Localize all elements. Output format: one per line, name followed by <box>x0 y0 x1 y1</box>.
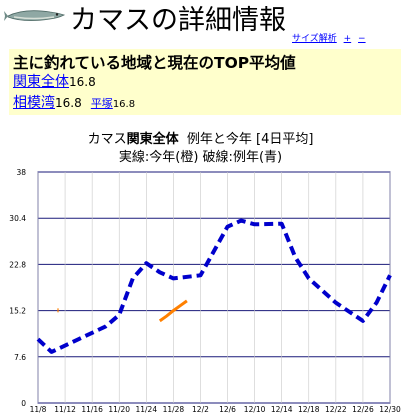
y-tick-label: 22.8 <box>9 260 26 269</box>
x-tick-label: 11/28 <box>163 405 185 414</box>
region-link-kanto[interactable]: 関東全体 <box>13 74 69 90</box>
series-line-normal <box>36 218 392 354</box>
x-tick-label: 11/24 <box>135 405 157 414</box>
zoom-out-link[interactable]: − <box>358 34 366 44</box>
x-tick-label: 12/22 <box>325 405 347 414</box>
x-tick-label: 11/8 <box>30 405 47 414</box>
y-tick-label: 30.4 <box>9 214 26 223</box>
kamasu-fish-icon <box>4 10 66 21</box>
y-tick-label: 0 <box>21 399 26 408</box>
chart-title-region: 関東全体 <box>126 132 179 147</box>
x-tick-label: 11/20 <box>108 405 130 414</box>
chart-title-suffix: 例年と今年 [4日平均] <box>186 132 314 147</box>
header: カマスの詳細情報 サイズ解析 + − <box>0 0 401 46</box>
series-line-this-year <box>158 299 188 323</box>
x-tick-label: 12/14 <box>271 405 293 414</box>
area-value-sagami-bay: 16.8 <box>55 96 82 110</box>
area-link-sagami-bay[interactable]: 相模湾 <box>13 95 55 111</box>
x-tick-label: 12/18 <box>298 405 320 414</box>
area-row: 相模湾16.8 平塚16.8 <box>13 92 135 112</box>
x-tick-label: 12/6 <box>219 405 236 414</box>
x-tick-label: 11/12 <box>54 405 76 414</box>
top-average-panel: 主に釣れている地域と現在のTOP平均値 関東全体16.8 相模湾16.8 平塚1… <box>9 49 401 115</box>
x-tick-label: 12/30 <box>379 405 401 414</box>
region-value: 16.8 <box>69 75 96 89</box>
x-tick-label: 12/2 <box>192 405 209 414</box>
region-row: 関東全体16.8 <box>13 71 96 91</box>
plot-area <box>37 171 391 404</box>
header-links: サイズ解析 + − <box>292 31 370 44</box>
top-average-title: 主に釣れている地域と現在のTOP平均値 <box>13 54 296 72</box>
page-title: カマスの詳細情報 <box>70 5 286 36</box>
zoom-in-link[interactable]: + <box>343 34 352 44</box>
x-tick-label: 11/16 <box>81 405 103 414</box>
y-tick-label: 38 <box>16 168 26 177</box>
chart-legend-note: 実線:今年(橙) 破線:例年(青) <box>118 150 283 165</box>
y-tick-label: 7.6 <box>14 353 26 362</box>
x-tick-label: 12/10 <box>244 405 266 414</box>
chart-title-fish: カマス <box>87 132 127 147</box>
chart-title: カマス関東全体 例年と今年 [4日平均] <box>0 128 401 147</box>
area-link-hiratsuka[interactable]: 平塚 <box>90 97 113 110</box>
area-value-hiratsuka: 16.8 <box>112 99 136 110</box>
x-tick-label: 12/26 <box>352 405 374 414</box>
size-analysis-link[interactable]: サイズ解析 <box>292 34 337 44</box>
y-tick-label: 15.2 <box>9 307 26 316</box>
